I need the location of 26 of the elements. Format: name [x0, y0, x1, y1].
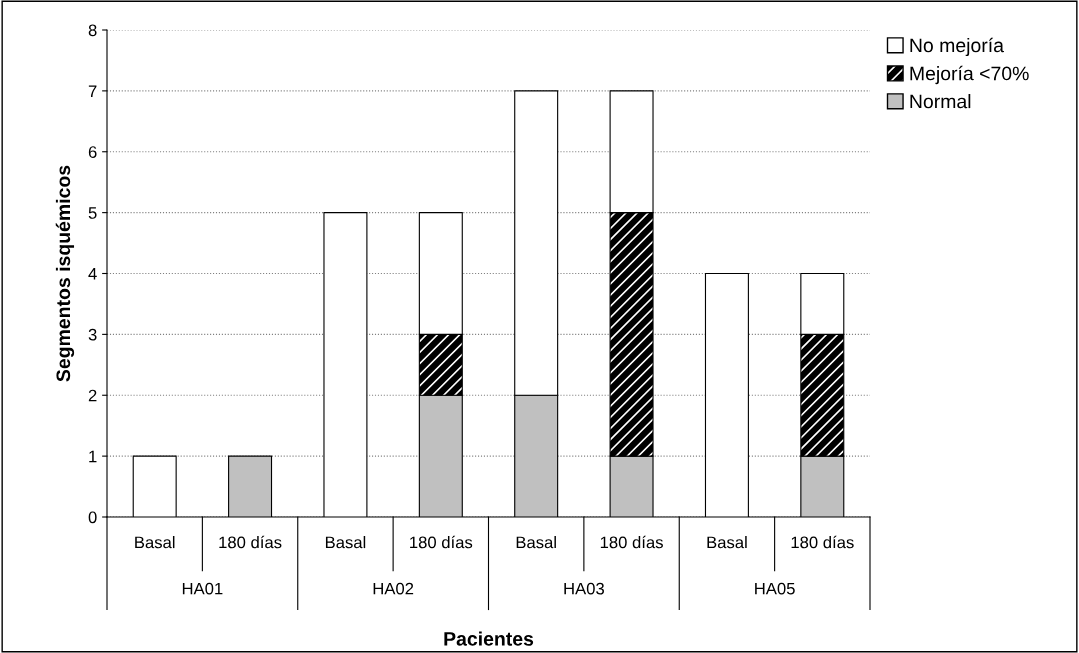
legend-label: Mejoría <70%	[910, 65, 1029, 85]
y-tick-label: 3	[88, 328, 97, 341]
x-tick-label: 180 días	[219, 535, 282, 549]
text: HA02	[373, 582, 414, 595]
x-tick-label: Basal	[707, 536, 747, 549]
text: HA01	[182, 582, 223, 595]
y-tick-label: 5	[88, 207, 97, 219]
y-tick-label: 6	[88, 146, 97, 158]
x-tick-label: Basal	[325, 536, 366, 549]
y-tick-label: 7	[88, 85, 97, 97]
x-axis-title: Pacientes	[444, 631, 534, 646]
y-tick-label: 0	[88, 511, 97, 524]
x-tick-label: 180 días	[410, 535, 473, 549]
y-axis-title: Segmentos isquémicos	[55, 165, 75, 382]
x-tick-label: Basal	[516, 536, 556, 549]
x-tick-label: Basal	[135, 536, 175, 549]
y-tick-label: 8	[88, 24, 97, 37]
y-tick-label: 2	[88, 389, 97, 402]
x-tick-label: 180 días	[791, 535, 854, 549]
legend-label: No mejoría	[910, 37, 1004, 57]
x-tick-label: 180 días	[600, 535, 663, 549]
y-tick-label: 1	[89, 450, 97, 463]
y-tick-label: 4	[88, 268, 97, 280]
text: HA03	[564, 582, 604, 595]
text: HA05	[755, 582, 795, 595]
legend-label: Normal	[910, 94, 971, 109]
